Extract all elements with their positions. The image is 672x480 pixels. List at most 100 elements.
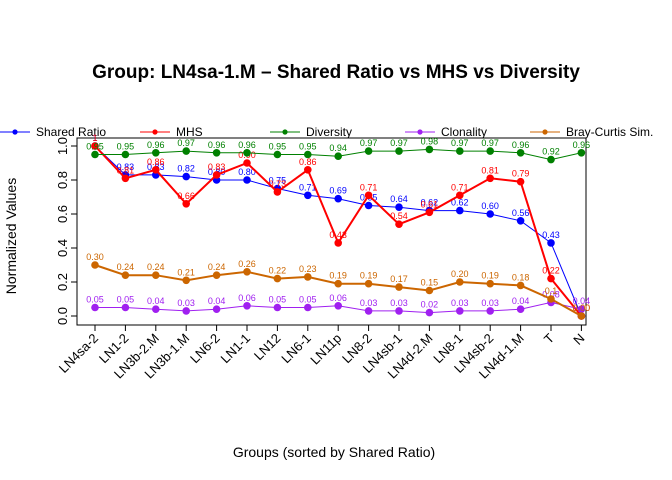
y-tick-label: 0.4	[55, 239, 70, 257]
data-label: 0.04	[208, 296, 226, 306]
data-point	[182, 200, 190, 208]
data-label: 0.19	[481, 271, 499, 281]
data-label: 0.97	[451, 138, 469, 148]
data-label: 0.00	[573, 303, 591, 313]
data-point	[456, 307, 464, 315]
data-point	[364, 307, 373, 315]
x-tick-label: LN12	[251, 331, 284, 364]
series-layer: 10.830.830.820.800.800.750.710.690.650.6…	[86, 133, 590, 320]
data-label: 0.03	[177, 298, 195, 308]
legend-item: Diversity	[270, 125, 352, 139]
data-label: 0.95	[117, 142, 135, 152]
data-label: 0.98	[421, 136, 439, 146]
data-label: 0.04	[512, 296, 530, 306]
data-point	[456, 206, 464, 215]
data-label: 0.83	[208, 162, 226, 172]
data-point	[182, 276, 190, 285]
data-point	[243, 176, 251, 184]
data-point	[182, 147, 190, 155]
data-point	[182, 307, 190, 315]
data-label: 0.05	[86, 295, 104, 305]
data-label: 0.66	[177, 191, 195, 201]
data-point	[243, 268, 251, 276]
data-label: 0.79	[512, 169, 530, 179]
data-label: 0.95	[299, 142, 317, 152]
data-label: 0.64	[390, 194, 408, 204]
data-point	[121, 303, 130, 312]
data-label: 0.05	[117, 295, 135, 305]
data-point	[577, 312, 586, 320]
data-label: 0.17	[390, 274, 408, 284]
legend-swatch-point	[12, 129, 18, 135]
data-point	[273, 150, 282, 159]
legend-item: Bray-Curtis Sim.	[530, 125, 653, 139]
data-label: 0.86	[147, 157, 165, 167]
data-label: 0.82	[177, 164, 195, 174]
series-mhs: 10.810.860.660.830.900.730.860.430.710.5…	[91, 133, 590, 320]
data-label: 0.22	[269, 266, 287, 276]
data-label: 0.43	[329, 230, 347, 240]
data-label: 0.62	[421, 198, 439, 208]
x-axis-title: Groups (sorted by Shared Ratio)	[233, 444, 435, 460]
legend-label: Diversity	[306, 125, 352, 139]
data-label: 0.71	[360, 182, 378, 192]
data-label: 0.81	[117, 165, 135, 175]
data-point	[334, 239, 343, 247]
data-point	[304, 273, 312, 281]
data-point	[91, 142, 99, 150]
data-point	[516, 305, 525, 314]
data-point	[121, 271, 130, 280]
data-point	[364, 147, 373, 155]
data-label: 0.96	[512, 140, 530, 150]
data-point	[304, 191, 312, 200]
data-point	[334, 152, 343, 160]
data-point	[121, 174, 130, 183]
data-point	[425, 286, 434, 295]
data-point	[486, 174, 495, 183]
series-diversity: 0.95 0.95 0.96 0.97 0.96 0.96 0.95 0.95 0.94 0.97…	[86, 136, 590, 164]
data-label: 0.19	[329, 271, 347, 281]
data-label: 0.24	[117, 262, 135, 272]
data-point	[486, 210, 495, 218]
data-point	[212, 305, 221, 314]
data-label: 0.86	[299, 157, 317, 167]
data-label: 0.92	[542, 147, 560, 157]
data-point	[152, 149, 160, 157]
x-tick-label: LN1-1	[217, 331, 253, 367]
data-point	[364, 279, 373, 288]
x-tick-label: T	[541, 330, 557, 346]
y-axis: 0.0 0.2 0.4 0.6 0.8 1.0	[55, 137, 77, 325]
data-point	[516, 281, 525, 290]
series-clonality: 0.05 0.05 0.04 0.03 0.04 0.06 0.05 0.05 0.06 0.03…	[86, 289, 590, 317]
data-point	[395, 203, 403, 211]
data-label: 0.97	[360, 138, 378, 148]
data-point	[486, 279, 495, 288]
data-label: 0.03	[360, 298, 378, 308]
data-label: 0.26	[238, 259, 256, 269]
series-bray-curtis-sim: 0.30 0.24 0.24 0.21 0.24 0.26 0.22 0.23 0.19 0.19…	[86, 252, 590, 320]
data-point	[547, 274, 555, 283]
data-point	[516, 217, 525, 225]
data-label: 0.95	[269, 142, 287, 152]
legend-swatch-point	[417, 129, 423, 135]
data-point	[334, 279, 343, 288]
data-point	[547, 239, 555, 247]
x-axis: LN4sa-2LN1-2LN3b-2.MLN3b-1.MLN6-2LN1-1LN…	[56, 325, 588, 381]
data-label: 1	[92, 133, 97, 143]
data-point	[243, 159, 251, 167]
data-point	[152, 166, 160, 174]
data-point	[152, 305, 160, 314]
data-point	[212, 271, 221, 280]
data-point	[577, 149, 586, 157]
legend-swatch-point	[542, 129, 548, 135]
data-label: 0.19	[360, 271, 378, 281]
legend-swatch-point	[152, 129, 158, 135]
data-label: 0.83	[117, 162, 135, 172]
data-label: 0.03	[481, 298, 499, 308]
data-label: 0.97	[390, 138, 408, 148]
data-label: 0.30	[86, 252, 104, 262]
data-point	[364, 191, 373, 200]
data-label: 0.21	[177, 267, 195, 277]
data-label: 0.1	[545, 286, 558, 296]
